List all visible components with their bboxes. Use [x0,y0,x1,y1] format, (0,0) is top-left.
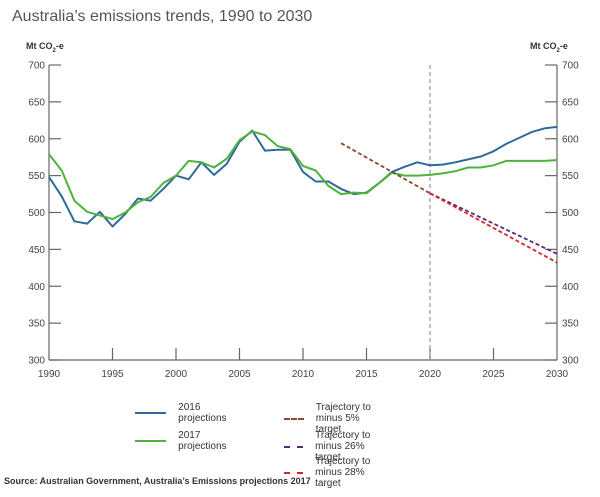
legend-label-minus28: Trajectory to minus 28% target [315,456,371,489]
x-tick-label: 2015 [355,369,378,380]
legend-swatch-minus26 [284,445,304,448]
y-tick-label-left: 700 [28,61,45,72]
legend-label-2017: 2017 projections [178,430,227,452]
x-tick-label: 1995 [101,369,124,380]
legend-item-minus28: Trajectory to minus 28% target [284,456,380,489]
y-tick-label-left: 300 [28,356,45,367]
y-axis-unit-left: Mt CO2-e [26,41,64,54]
y-tick-label-left: 550 [28,171,45,182]
legend-item-minus5: Trajectory to minus 5% target [284,402,380,435]
y-tick-label-right: 600 [562,134,579,145]
source-note: Source: Australian Government, Australia… [4,476,311,486]
y-unit-suffix: -e [559,41,568,51]
legend-item-2016: 2016 projections [135,402,235,424]
chart-title: Australia’s emissions trends, 1990 to 20… [12,8,313,25]
legend-swatch-2017 [135,440,167,442]
legend-item-minus26: Trajectory to minus 26% target [284,430,380,463]
legend-swatch-2016 [135,412,167,414]
y-unit-prefix: Mt CO [530,41,557,51]
y-tick-label-right: 300 [562,356,579,367]
legend-swatch-minus28 [284,471,304,474]
y-tick-label-left: 350 [28,319,45,330]
y-tick-label-left: 600 [28,134,45,145]
y-tick-label-right: 450 [562,245,579,256]
x-tick-label: 2025 [482,369,505,380]
y-axis-unit-right: Mt CO2-e [530,41,568,54]
series-line-trajectory-to-minus-5-target [340,142,431,195]
y-tick-label-right: 550 [562,171,579,182]
legend-label-minus5: Trajectory to minus 5% target [315,402,371,435]
x-tick-label: 2030 [546,369,569,380]
y-unit-subscript: 2 [52,47,56,54]
x-tick-label: 2000 [165,369,188,380]
y-tick-label-right: 700 [562,61,579,72]
y-tick-label-left: 500 [28,208,45,219]
series-line-2016-projections [48,125,558,228]
y-tick-label-left: 650 [28,97,45,108]
series-line-trajectory-to-minus-26-target [429,192,558,255]
y-tick-label-right: 500 [562,208,579,219]
x-tick-label: 2010 [292,369,315,380]
y-unit-prefix: Mt CO [26,41,53,51]
legend-label-2016: 2016 projections [178,402,227,424]
legend-item-2017: 2017 projections [135,430,235,452]
legend-label-minus26: Trajectory to minus 26% target [315,430,371,463]
y-unit-suffix: -e [55,41,64,51]
series-line-2017-projections [48,130,558,221]
y-tick-label-right: 400 [562,282,579,293]
x-tick-label: 1990 [38,369,61,380]
x-tick-label: 2005 [228,369,251,380]
y-tick-label-right: 650 [562,97,579,108]
y-tick-label-right: 350 [562,319,579,330]
y-tick-label-left: 400 [28,282,45,293]
y-tick-label-left: 450 [28,245,45,256]
y-unit-subscript: 2 [556,47,560,54]
series-line-trajectory-to-minus-28-target [429,192,558,264]
x-tick-label: 2020 [419,369,442,380]
legend-swatch-minus5 [284,417,304,420]
